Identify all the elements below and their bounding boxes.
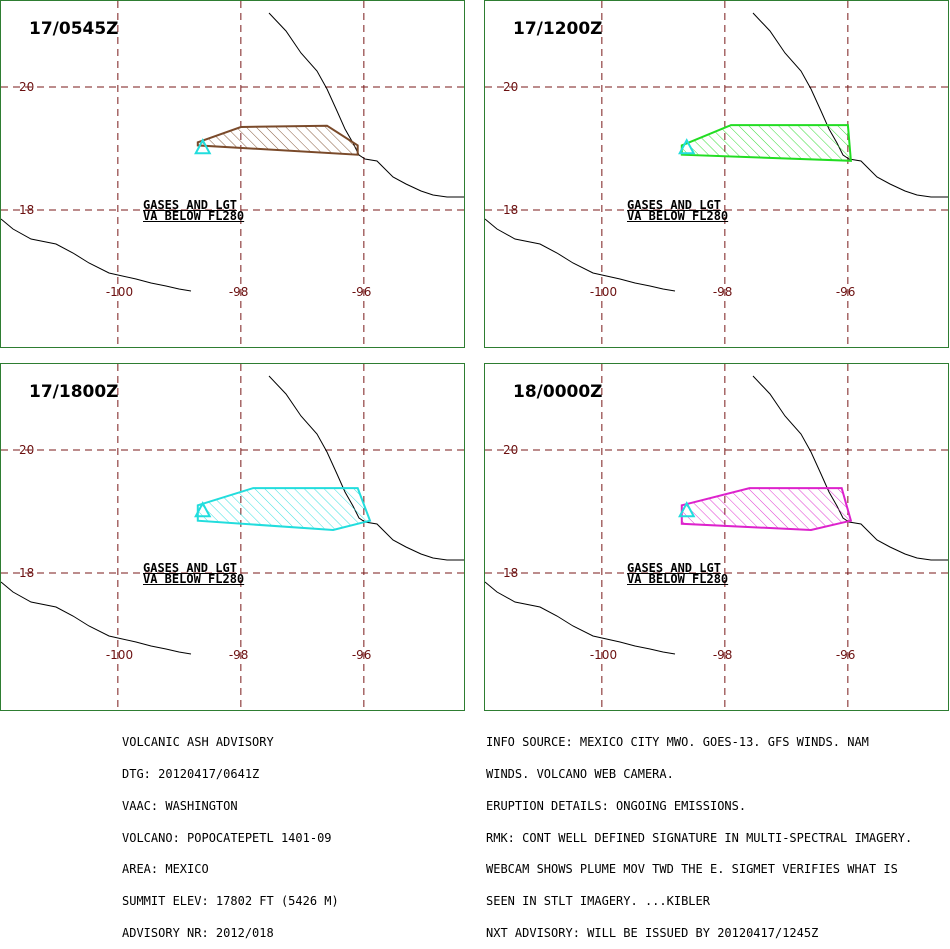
latitude-label: 18 xyxy=(503,203,519,217)
advisory-line: VOLCANIC ASH ADVISORY xyxy=(122,735,274,750)
ash-annotation-line1: GASES AND LGT xyxy=(143,561,237,575)
ash-cloud-polygon xyxy=(680,487,853,532)
latitude-label: 18 xyxy=(503,566,519,580)
longitude-label: -100 xyxy=(589,648,618,662)
latitude-label: 18 xyxy=(19,203,35,217)
longitude-label: -100 xyxy=(105,285,134,299)
longitude-label: -96 xyxy=(835,648,856,662)
ash-cloud-polygon xyxy=(196,124,359,156)
map-canvas xyxy=(485,1,948,347)
ash-cloud-polygon xyxy=(680,124,852,162)
remarks-line: RMK: CONT WELL DEFINED SIGNATURE IN MULT… xyxy=(486,830,913,845)
remarks-line: INFO SOURCE: MEXICO CITY MWO. GOES-13. G… xyxy=(486,735,869,750)
gulf-coastline xyxy=(752,12,948,198)
longitude-label: -98 xyxy=(712,648,733,662)
volcano-icon xyxy=(194,501,212,518)
volcano-icon xyxy=(678,138,696,155)
advisory-line: VOLCANO: POPOCATEPETL 1401-09 xyxy=(122,830,332,845)
map-panel-1: 17/0545Z GASES AND LGT VA BELOW FL280 20 18 -… xyxy=(0,0,465,348)
valid-time-label: 17/0545Z xyxy=(29,19,119,39)
latitude-label: 20 xyxy=(19,80,35,94)
advisory-line: ADVISORY NR: 2012/018 xyxy=(122,925,274,940)
advisory-line: AREA: MEXICO xyxy=(122,862,209,877)
advisory-remarks-block: INFO SOURCE: MEXICO CITY MWO. GOES-13. G… xyxy=(486,716,912,949)
ash-annotation-line2: VA BELOW FL280 xyxy=(627,572,729,586)
map-canvas xyxy=(1,364,464,710)
pacific-coastline xyxy=(485,581,676,655)
latitude-label: 20 xyxy=(503,80,519,94)
latitude-label: 20 xyxy=(19,443,35,457)
pacific-coastline xyxy=(1,218,192,292)
advisory-line: DTG: 20120417/0641Z xyxy=(122,766,260,781)
ash-annotation-line1: GASES AND LGT xyxy=(143,198,237,212)
map-panel-4: 18/0000Z GASES AND LGT VA BELOW FL280 20 18 -… xyxy=(484,363,949,711)
map-panel-2: 17/1200Z GASES AND LGT VA BELOW FL280 20 18 -… xyxy=(484,0,949,348)
map-canvas xyxy=(485,364,948,710)
volcano-icon xyxy=(678,501,696,518)
longitude-label: -96 xyxy=(835,285,856,299)
pacific-coastline xyxy=(1,581,192,655)
remarks-line: WINDS. VOLCANO WEB CAMERA. xyxy=(486,766,674,781)
valid-time-label: 17/1200Z xyxy=(513,19,603,39)
advisory-line: SUMMIT ELEV: 17802 FT (5426 M) xyxy=(122,894,339,909)
ash-annotation-line2: VA BELOW FL280 xyxy=(627,209,729,223)
gulf-coastline xyxy=(752,375,948,561)
ash-annotation-line1: GASES AND LGT xyxy=(627,198,721,212)
ash-annotation-line2: VA BELOW FL280 xyxy=(143,209,245,223)
remarks-line: SEEN IN STLT IMAGERY. ...KIBLER xyxy=(486,894,710,909)
latitude-label: 20 xyxy=(503,443,519,457)
longitude-label: -96 xyxy=(351,648,372,662)
remarks-line: WEBCAM SHOWS PLUME MOV TWD THE E. SIGMET… xyxy=(486,862,898,877)
map-canvas xyxy=(1,1,464,347)
gulf-coastline xyxy=(268,375,464,561)
valid-time-label: 17/1800Z xyxy=(29,382,119,402)
ash-annotation-line2: VA BELOW FL280 xyxy=(143,572,245,586)
volcano-icon xyxy=(194,138,212,155)
remarks-line: ERUPTION DETAILS: ONGOING EMISSIONS. xyxy=(486,798,747,813)
longitude-label: -98 xyxy=(228,285,249,299)
gulf-coastline xyxy=(268,12,464,198)
valid-time-label: 18/0000Z xyxy=(513,382,603,402)
advisory-line: VAAC: WASHINGTON xyxy=(122,798,238,813)
longitude-label: -100 xyxy=(589,285,618,299)
longitude-label: -96 xyxy=(351,285,372,299)
map-panel-3: 17/1800Z GASES AND LGT VA BELOW FL280 20 18 -… xyxy=(0,363,465,711)
advisory-header-block: VOLCANIC ASH ADVISORY DTG: 20120417/0641… xyxy=(122,716,339,949)
pacific-coastline xyxy=(485,218,676,292)
longitude-label: -98 xyxy=(228,648,249,662)
remarks-line: NXT ADVISORY: WILL BE ISSUED BY 20120417… xyxy=(486,925,819,940)
ash-annotation-line1: GASES AND LGT xyxy=(627,561,721,575)
ash-cloud-polygon xyxy=(196,487,372,532)
latitude-label: 18 xyxy=(19,566,35,580)
longitude-label: -98 xyxy=(712,285,733,299)
longitude-label: -100 xyxy=(105,648,134,662)
